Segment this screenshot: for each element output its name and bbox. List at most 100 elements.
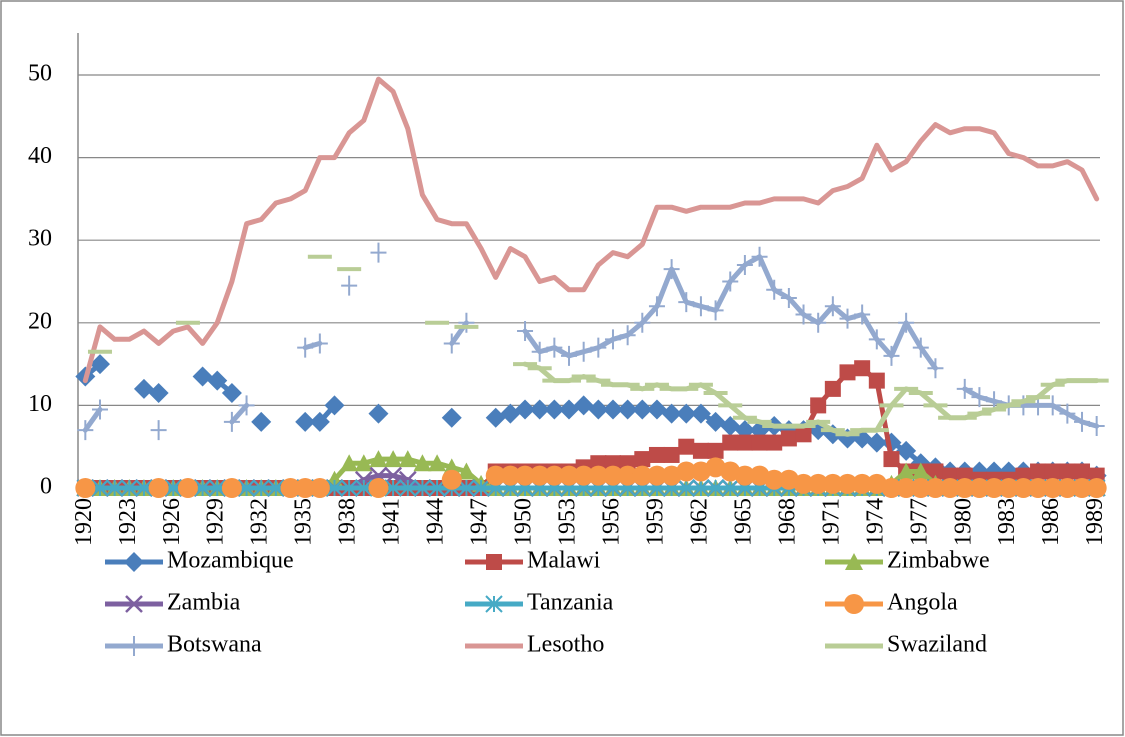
- marker: [89, 354, 110, 375]
- marker: [676, 403, 697, 424]
- x-tick-label: 1962: [686, 498, 712, 546]
- marker: [690, 403, 711, 424]
- series-line: [82, 76, 1100, 384]
- marker: [854, 304, 871, 325]
- marker: [722, 271, 739, 292]
- marker: [676, 461, 697, 482]
- marker: [1028, 478, 1049, 498]
- marker: [590, 337, 607, 358]
- marker: [546, 337, 563, 358]
- y-tick-label: 20: [28, 308, 52, 334]
- marker: [648, 446, 665, 463]
- y-tick-label: 40: [28, 143, 52, 169]
- marker: [221, 478, 242, 498]
- series: [77, 242, 1105, 441]
- marker: [678, 438, 695, 455]
- marker: [896, 440, 917, 461]
- legend-label: Botswana: [167, 632, 262, 658]
- marker: [927, 358, 944, 379]
- x-tick-label: 1920: [71, 498, 97, 546]
- marker: [883, 345, 900, 366]
- marker: [398, 450, 417, 468]
- marker: [120, 479, 139, 497]
- marker: [559, 465, 580, 486]
- marker: [251, 411, 272, 432]
- marker: [354, 454, 373, 472]
- legend-label: Zambia: [167, 590, 241, 616]
- marker: [692, 479, 710, 497]
- marker: [588, 399, 609, 420]
- marker: [531, 341, 548, 362]
- y-tick-label: 0: [40, 474, 52, 500]
- y-tick-label: 50: [28, 61, 52, 87]
- x-tick-label: 1968: [774, 498, 800, 546]
- marker: [1042, 478, 1063, 498]
- marker: [780, 430, 797, 447]
- marker: [208, 479, 226, 497]
- marker: [692, 442, 709, 459]
- marker: [472, 479, 490, 497]
- marker: [795, 426, 812, 443]
- legend-label: Zimbabwe: [887, 548, 990, 574]
- marker: [632, 399, 653, 420]
- marker: [971, 387, 988, 408]
- legend-label: Mozambique: [167, 548, 294, 574]
- marker: [766, 279, 783, 300]
- marker: [764, 469, 785, 490]
- marker: [954, 478, 975, 498]
- x-tick-label: 1941: [379, 498, 405, 546]
- marker: [619, 325, 636, 346]
- marker: [368, 478, 389, 498]
- series-line: [82, 254, 1100, 433]
- marker: [295, 478, 316, 498]
- x-tick-label: 1938: [335, 498, 361, 546]
- marker: [370, 242, 387, 263]
- marker: [340, 454, 359, 472]
- legend-item: Angola: [825, 590, 958, 616]
- series: [82, 76, 1100, 384]
- marker: [706, 479, 725, 497]
- marker: [177, 478, 198, 498]
- marker: [384, 479, 402, 497]
- marker: [663, 259, 680, 280]
- x-tick-label: 1953: [555, 498, 581, 546]
- marker: [295, 411, 316, 432]
- x-tick-label: 1989: [1082, 498, 1108, 546]
- marker: [910, 478, 931, 498]
- marker: [267, 479, 285, 497]
- marker: [766, 434, 783, 451]
- legend-item: Malawi: [465, 548, 601, 574]
- marker: [91, 479, 109, 497]
- marker: [133, 378, 154, 399]
- marker: [398, 470, 417, 489]
- marker: [866, 432, 887, 453]
- marker: [707, 442, 724, 459]
- x-tick-label: 1974: [862, 498, 888, 546]
- legend-item: Lesotho: [465, 632, 604, 658]
- marker: [561, 345, 578, 366]
- marker: [309, 411, 330, 432]
- marker: [1044, 395, 1061, 416]
- marker: [1059, 403, 1076, 424]
- marker: [441, 469, 462, 490]
- marker: [808, 473, 829, 494]
- marker: [896, 478, 917, 498]
- marker: [736, 434, 753, 451]
- series: [75, 457, 1107, 498]
- marker: [413, 479, 432, 497]
- marker: [1030, 463, 1047, 480]
- marker: [646, 399, 667, 420]
- marker: [897, 462, 916, 480]
- marker: [221, 383, 242, 404]
- x-tick-label: 1959: [642, 498, 668, 546]
- x-tick-label: 1944: [423, 498, 449, 546]
- marker: [91, 399, 108, 420]
- marker: [252, 479, 270, 497]
- marker: [573, 465, 594, 486]
- marker: [911, 462, 930, 480]
- marker: [486, 554, 502, 570]
- marker: [443, 333, 460, 354]
- marker: [617, 399, 638, 420]
- marker: [661, 403, 682, 424]
- marker: [1086, 478, 1107, 498]
